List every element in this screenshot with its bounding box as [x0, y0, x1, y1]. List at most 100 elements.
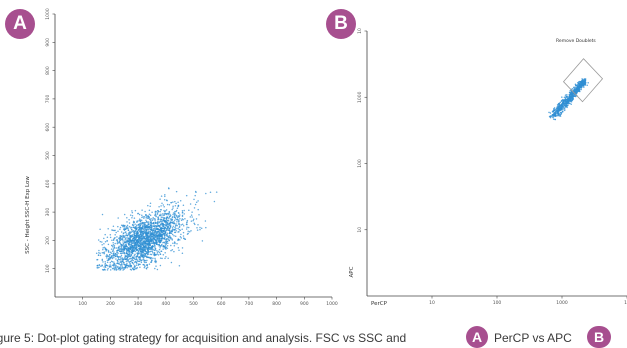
figure-caption: igure 5: Dot-plot gating strategy for ac… [0, 331, 407, 345]
plot-a-event-dot [159, 264, 162, 267]
plot-a-event-dot [163, 241, 166, 244]
plot-a-event-dot [176, 224, 178, 227]
plot-a-event-dot [140, 240, 143, 242]
plot-a-event-dot [160, 195, 163, 197]
plot-a-event-dot [166, 203, 169, 206]
plot-a-event-dot [165, 238, 167, 241]
plot-a-event-dot [161, 222, 164, 224]
plot-a-event-dot [126, 250, 128, 253]
plot-a-event-dot [192, 219, 194, 222]
plot-a-event-dot [161, 231, 163, 233]
plot-b-event-dot [577, 86, 579, 89]
plot-a-event-dot [115, 247, 118, 249]
plot-a-event-dot [162, 212, 164, 215]
plot-a-event-dot [129, 260, 131, 263]
plot-a-event-dot [127, 237, 130, 239]
plot-b-event-dot [558, 102, 561, 105]
plot-a-event-dot [152, 252, 154, 254]
plot-a-event-dot [126, 236, 128, 239]
plot-a-event-dot [160, 221, 162, 223]
plot-a-event-dot [136, 260, 139, 262]
plot-a-event-dot [144, 255, 147, 258]
plot-a-event-dot [101, 258, 104, 261]
plot-a-event-dot [164, 234, 167, 236]
plot-a-event-dot [183, 237, 185, 240]
plot-a-event-dot [106, 261, 109, 264]
plot-a-event-dot [153, 254, 156, 256]
plot-a-event-dot [104, 264, 106, 266]
plot-a-event-dot [117, 225, 119, 228]
plot-a-event-dot [177, 247, 180, 249]
plot-a-event-dot [127, 249, 130, 252]
plot-a-event-dot [116, 242, 119, 245]
plot-a-event-dot [160, 222, 163, 225]
plot-a-event-dot [170, 261, 173, 264]
plot-a-event-dot [165, 229, 167, 232]
plot-a-event-dot [168, 204, 171, 206]
plot-a-event-dot [152, 229, 155, 232]
plot-a-event-dot [149, 253, 152, 256]
plot-a-event-dot [98, 266, 100, 269]
plot-a-event-dot [183, 209, 185, 212]
plot-a-event-dot [158, 205, 160, 208]
plot-a-event-dot [177, 238, 180, 241]
plot-a-event-dot [141, 216, 143, 219]
plot-a-event-dot [154, 225, 156, 227]
plot-a-x-tick-label: 1000 [326, 301, 338, 307]
plot-a-event-dot [138, 237, 140, 240]
plot-b-event-dot [566, 105, 569, 107]
plot-a-event-dot [151, 211, 153, 214]
plot-a-event-dot [175, 224, 177, 226]
plot-a-event-dot [121, 244, 123, 247]
plot-a-event-dot [139, 243, 142, 246]
plot-a-event-dot [135, 257, 137, 259]
plot-a-event-dot [115, 264, 117, 267]
plot-a-event-dot [122, 239, 124, 241]
plot-a-event-dot [126, 255, 129, 258]
plot-a-event-dot [213, 200, 216, 203]
plot-a-event-dot [159, 239, 162, 241]
plot-a-event-dot [107, 251, 110, 253]
plot-a-x-tick-label: 400 [162, 301, 171, 307]
plot-b-event-dot [563, 109, 566, 112]
plot-a-event-dot [189, 216, 192, 218]
plot-a-event-dot [181, 252, 184, 254]
plot-a-event-dot [139, 220, 142, 223]
plot-a-event-dot [106, 253, 108, 256]
plot-a-event-dot [159, 244, 161, 247]
plot-a-event-dot [191, 211, 193, 213]
plot-b-event-dot [556, 109, 558, 112]
plot-a-x-tick-label: 100 [78, 301, 87, 307]
plot-a-event-dot [131, 230, 134, 232]
plot-b-event-dot [566, 98, 569, 101]
plot-a-event-dot [98, 264, 101, 266]
plot-a-event-dot [177, 211, 180, 214]
plot-a-event-dot [114, 266, 116, 269]
plot-b-event-dot [555, 115, 557, 117]
plot-a-event-dot [195, 201, 198, 204]
plot-a-event-dot [107, 243, 110, 246]
plot-a-event-dot [153, 249, 156, 252]
plot-a-event-dot [154, 259, 157, 261]
plot-b-event-dot [563, 103, 565, 105]
plot-a-event-dot [172, 205, 174, 207]
plot-a-event-dot [113, 229, 115, 232]
plot-b-event-dot [551, 115, 553, 118]
plot-b-event-dot [549, 112, 552, 114]
panel-b-badge: B [326, 9, 356, 39]
plot-a-event-dot [147, 235, 149, 237]
plot-a-event-dot [117, 255, 119, 258]
plot-a-event-dot [155, 233, 158, 236]
plot-a-event-dot [177, 223, 180, 225]
plot-a-event-dot [122, 267, 124, 269]
plot-a-event-dot [126, 257, 129, 259]
plot-a-event-dot [134, 258, 136, 261]
plot-a-event-dot [125, 226, 128, 228]
plot-a-event-dot [147, 214, 149, 217]
plot-a-event-dot [125, 245, 127, 247]
plot-a-event-dot [168, 216, 170, 219]
plot-a-event-dot [192, 218, 195, 221]
plot-a-event-dot [152, 257, 154, 259]
plot-b-event-dot [571, 91, 574, 94]
